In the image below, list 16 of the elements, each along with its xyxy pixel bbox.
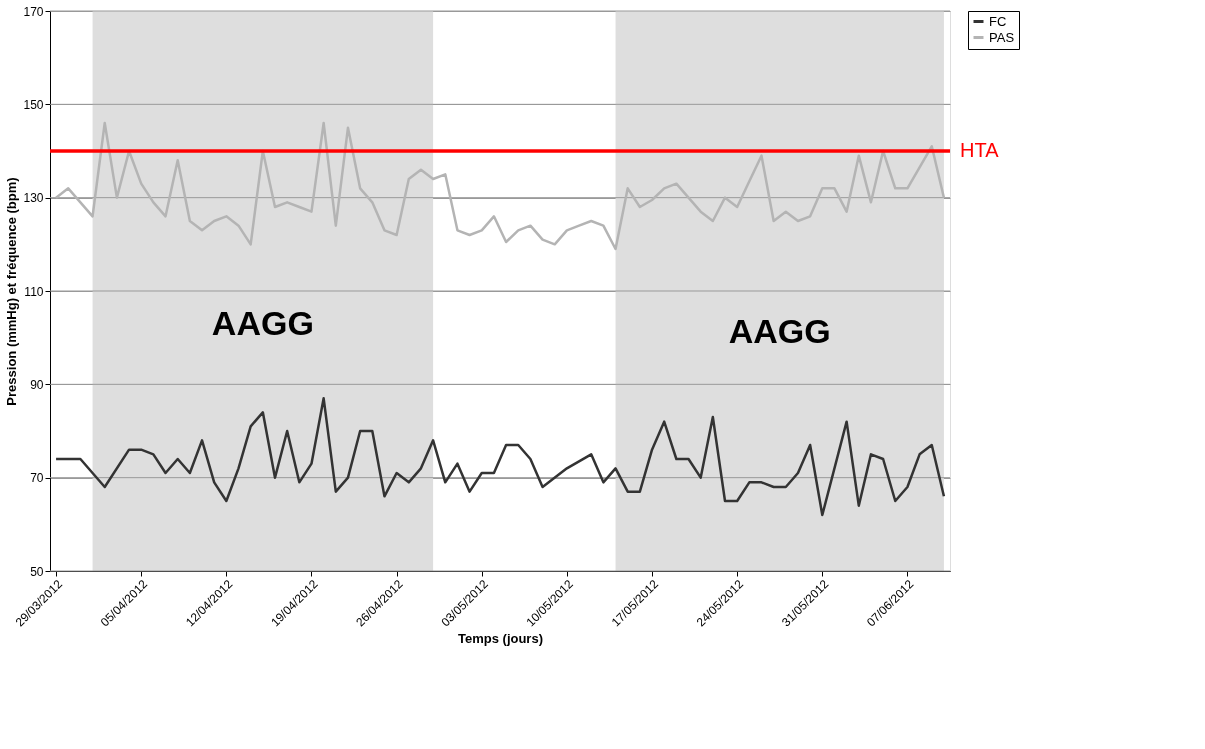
y-tick-label: 50 bbox=[30, 564, 44, 579]
legend-label: PAS bbox=[989, 29, 1015, 45]
band-label: AAGG bbox=[211, 303, 314, 342]
y-axis-title: Pression (mmHg) et fréquence (bpm) bbox=[4, 177, 20, 406]
y-tick-label: 70 bbox=[30, 471, 44, 486]
y-tick-label: 170 bbox=[23, 4, 44, 19]
y-tick-label: 110 bbox=[24, 284, 44, 299]
y-tick-label: 90 bbox=[30, 377, 44, 392]
y-tick-label: 130 bbox=[23, 191, 44, 206]
x-axis-title: Temps (jours) bbox=[458, 630, 543, 646]
line-series bbox=[54, 121, 946, 251]
legend-label: FC bbox=[989, 13, 1007, 29]
band-label: AAGG bbox=[728, 312, 831, 350]
ref-line-label: HTA bbox=[960, 139, 1000, 161]
y-tick-label: 150 bbox=[23, 97, 44, 112]
line-series bbox=[54, 397, 946, 517]
